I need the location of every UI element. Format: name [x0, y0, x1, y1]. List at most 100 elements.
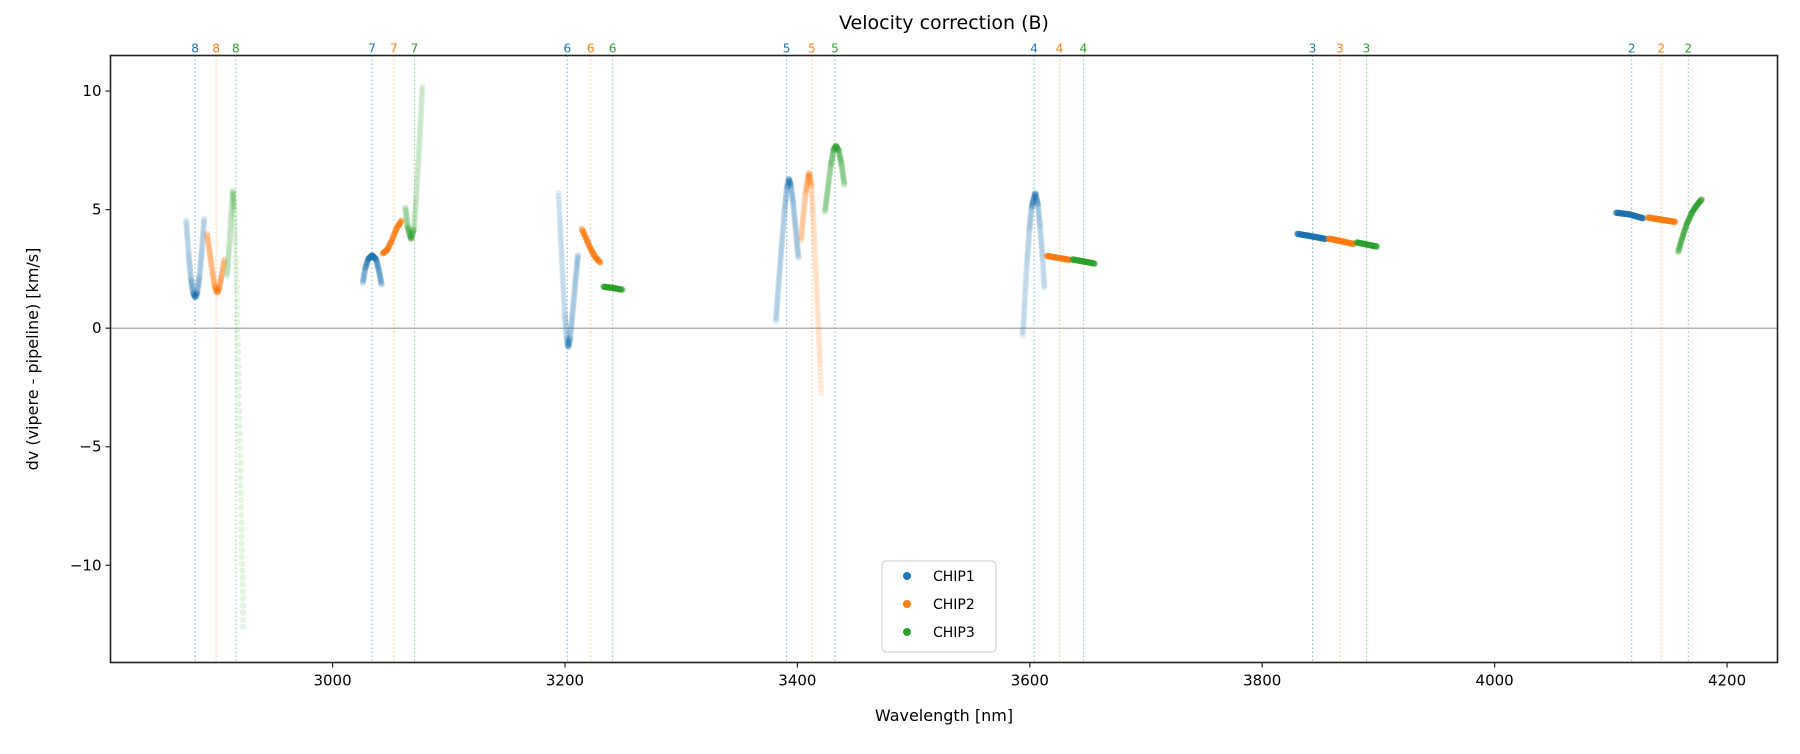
- data-point-chip3: [416, 127, 424, 134]
- data-point-chip1: [377, 274, 384, 281]
- data-point-chip1: [1041, 281, 1048, 289]
- data-point-chip1: [566, 335, 574, 343]
- data-point-chip3: [602, 283, 609, 291]
- data-point-chip2: [1648, 214, 1655, 222]
- data-point-chip2: [1646, 214, 1654, 222]
- data-point-chip2: [587, 244, 594, 252]
- data-point-chip2: [806, 171, 813, 178]
- data-point-chip3: [601, 283, 608, 290]
- data-point-chip3: [1355, 239, 1362, 246]
- data-point-chip2: [1327, 235, 1335, 243]
- data-point-chip3: [1073, 257, 1081, 264]
- data-point-chip1: [783, 185, 791, 192]
- data-point-chip2: [1657, 216, 1665, 223]
- data-point-chip2: [808, 185, 815, 192]
- data-point-chip1: [377, 276, 384, 283]
- data-point-chip3: [825, 177, 832, 184]
- data-point-chip3: [614, 285, 621, 292]
- data-point-chip3: [402, 205, 409, 212]
- data-point-chip2: [1342, 239, 1350, 246]
- data-point-chip1: [196, 267, 204, 274]
- data-point-chip1: [1322, 235, 1330, 243]
- data-point-chip1: [1628, 211, 1635, 219]
- data-point-chip1: [1637, 214, 1645, 221]
- data-point-chip2: [1349, 240, 1356, 247]
- data-point-chip3: [831, 145, 838, 152]
- data-point-chip2: [380, 249, 387, 257]
- data-point-chip1: [1305, 232, 1312, 239]
- data-point-chip3: [609, 284, 616, 292]
- data-point-chip1: [196, 272, 203, 280]
- data-point-chip1: [1021, 298, 1028, 305]
- data-point-chip1: [783, 192, 790, 199]
- data-point-chip1: [1302, 232, 1309, 239]
- data-point-chip1: [1632, 212, 1639, 220]
- legend-label-chip2: CHIP2: [933, 597, 975, 613]
- data-point-chip3: [232, 265, 240, 273]
- data-point-chip1: [1618, 210, 1625, 217]
- data-point-chip1: [1627, 211, 1635, 218]
- data-point-chip1: [573, 265, 580, 273]
- data-point-chip2: [581, 232, 588, 239]
- legend-label-chip3: CHIP3: [933, 625, 975, 641]
- data-point-chip2: [586, 242, 593, 250]
- data-point-chip2: [220, 258, 228, 265]
- data-point-chip3: [1091, 260, 1098, 267]
- data-point-chip1: [1613, 209, 1620, 216]
- data-point-chip1: [1040, 266, 1047, 273]
- data-point-chip1: [1627, 211, 1634, 218]
- data-point-chip3: [418, 95, 425, 103]
- data-point-chip1: [1301, 231, 1308, 239]
- data-point-chip3: [227, 218, 234, 225]
- data-point-chip1: [1627, 211, 1635, 218]
- data-point-chip2: [214, 288, 221, 295]
- data-point-chip2: [805, 169, 813, 177]
- data-point-chip1: [562, 318, 569, 325]
- data-point-chip2: [581, 231, 588, 238]
- data-point-chip1: [567, 332, 574, 340]
- data-point-chip3: [833, 143, 840, 150]
- data-point-chip3: [1085, 259, 1093, 266]
- data-point-chip2: [204, 234, 211, 241]
- data-point-chip1: [1026, 226, 1033, 233]
- data-point-chip2: [1664, 217, 1671, 224]
- data-point-chip2: [1334, 237, 1341, 244]
- data-point-chip2: [205, 239, 212, 246]
- data-point-chip3: [409, 229, 416, 237]
- data-point-chip2: [585, 240, 592, 247]
- data-point-chip3: [1356, 239, 1363, 247]
- data-point-chip3: [1071, 256, 1079, 264]
- data-point-chip1: [781, 206, 788, 213]
- data-point-chip1: [1023, 269, 1030, 276]
- data-point-chip2: [580, 230, 588, 238]
- data-point-chip3: [1075, 257, 1082, 264]
- data-point-chip2: [1664, 217, 1671, 224]
- data-point-chip1: [1023, 271, 1030, 279]
- data-point-chip1: [192, 291, 200, 299]
- data-point-chip3: [615, 285, 622, 293]
- data-point-chip2: [1049, 253, 1056, 261]
- data-point-chip1: [1039, 254, 1046, 261]
- data-point-chip2: [816, 360, 824, 367]
- data-point-chip1: [1296, 231, 1303, 238]
- data-point-chip1: [362, 263, 369, 271]
- data-point-chip1: [574, 258, 581, 266]
- data-point-chip3: [1356, 239, 1363, 247]
- data-point-chip1: [184, 236, 191, 243]
- data-point-chip1: [565, 343, 572, 351]
- data-point-chip1: [1615, 209, 1622, 217]
- data-point-chip1: [361, 265, 369, 273]
- data-point-chip1: [1028, 203, 1035, 210]
- data-point-chip2: [1343, 239, 1351, 246]
- data-point-chip2: [1044, 252, 1051, 260]
- data-point-chip3: [614, 285, 621, 292]
- data-point-chip2: [398, 217, 405, 225]
- data-point-chip2: [802, 188, 809, 195]
- data-point-chip2: [1054, 254, 1061, 261]
- data-point-chip1: [790, 203, 797, 210]
- data-point-chip3: [411, 219, 418, 226]
- data-point-chip3: [602, 283, 609, 291]
- data-point-chip2: [1342, 239, 1350, 246]
- data-point-chip1: [1311, 233, 1318, 241]
- data-point-chip1: [1627, 211, 1634, 218]
